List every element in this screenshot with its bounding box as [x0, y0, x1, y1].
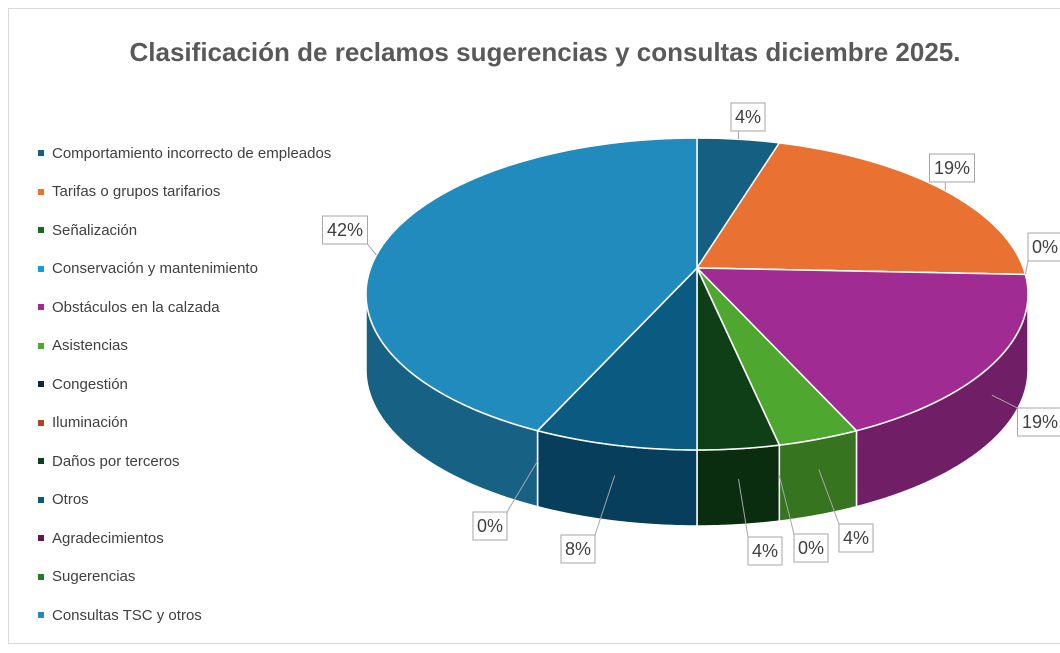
data-label: 0%: [1032, 237, 1058, 257]
data-label: 4%: [752, 541, 778, 561]
data-label: 19%: [1022, 412, 1058, 432]
legend-swatch: [38, 265, 44, 272]
data-label-box: [1027, 232, 1060, 262]
legend-swatch: [38, 612, 44, 619]
chart-frame: [8, 8, 1060, 644]
slice-side: [696, 444, 781, 527]
leader-line: [991, 394, 1018, 409]
legend-swatch: [38, 342, 44, 349]
data-label-box: [793, 533, 829, 563]
legend-item: Sugerencias: [38, 558, 331, 597]
legend-swatch: [38, 150, 44, 157]
legend-item: Asistencias: [38, 327, 331, 366]
legend-swatch: [38, 227, 44, 234]
legend-swatch: [38, 458, 44, 465]
data-label-box: [472, 511, 508, 541]
data-label-box: [838, 523, 874, 553]
legend-swatch: [38, 188, 44, 195]
leader-line: [506, 460, 538, 513]
leader-line: [367, 243, 377, 256]
data-label: 42%: [327, 220, 363, 240]
data-label-box: [1017, 407, 1060, 437]
legend-label: Otros: [52, 491, 89, 509]
legend-swatch: [38, 304, 44, 311]
legend-label: Sugerencias: [52, 568, 136, 586]
slice: [695, 267, 1029, 432]
legend-item: Consultas TSC y otros: [38, 596, 331, 635]
legend-label: Conservación y mantenimiento: [52, 260, 258, 278]
data-label: 19%: [934, 158, 970, 178]
legend-item: Obstáculos en la calzada: [38, 288, 331, 327]
legend-item: Daños por terceros: [38, 442, 331, 481]
data-label: 4%: [735, 107, 761, 127]
legend-label: Agradecimientos: [52, 529, 164, 547]
legend-swatch: [38, 419, 44, 426]
leader-line: [1024, 260, 1029, 275]
legend-item: Congestión: [38, 365, 331, 404]
slice: [696, 267, 781, 451]
legend-item: Tarifas o grupos tarifarios: [38, 173, 331, 212]
legend-label: Daños por terceros: [52, 452, 180, 470]
legend-swatch: [38, 496, 44, 503]
legend-label: Asistencias: [52, 337, 128, 355]
data-label-box: [560, 534, 596, 564]
leader-line: [594, 475, 616, 536]
legend-swatch: [38, 573, 44, 580]
data-label-box: [747, 536, 783, 566]
data-label: 0%: [798, 538, 824, 558]
legend-item: Agradecimientos: [38, 519, 331, 558]
legend-swatch: [38, 535, 44, 542]
data-label: 4%: [843, 528, 869, 548]
data-label-box: [929, 153, 975, 183]
slice: [536, 266, 698, 451]
legend: Comportamiento incorrecto de empleados Ta…: [38, 134, 331, 635]
legend-label: Iluminación: [52, 414, 128, 432]
leader-line: [737, 479, 749, 538]
legend-label: Comportamiento incorrecto de empleados: [52, 144, 332, 162]
legend-label: Señalización: [52, 221, 138, 239]
legend-item: Iluminación: [38, 404, 331, 443]
legend-label: Congestión: [52, 375, 128, 393]
legend-label: Tarifas o grupos tarifarios: [52, 183, 221, 201]
legend-label: Consultas TSC y otros: [52, 606, 202, 624]
data-label-box: [730, 102, 766, 132]
slice: [696, 267, 858, 446]
legend-swatch: [38, 381, 44, 388]
chart-title: Clasificación de reclamos sugerencias y …: [129, 37, 961, 67]
data-label-box: [322, 215, 368, 245]
data-label: 8%: [565, 539, 591, 559]
legend-label: Obstáculos en la calzada: [52, 298, 220, 316]
data-label: 0%: [477, 516, 503, 536]
legend-item: Otros: [38, 481, 331, 520]
legend-item: Señalización: [38, 211, 331, 250]
legend-item: Comportamiento incorrecto de empleados: [38, 134, 331, 173]
leader-line: [818, 469, 840, 525]
legend-item: Conservación y mantenimiento: [38, 250, 331, 289]
leader-line: [778, 475, 795, 535]
